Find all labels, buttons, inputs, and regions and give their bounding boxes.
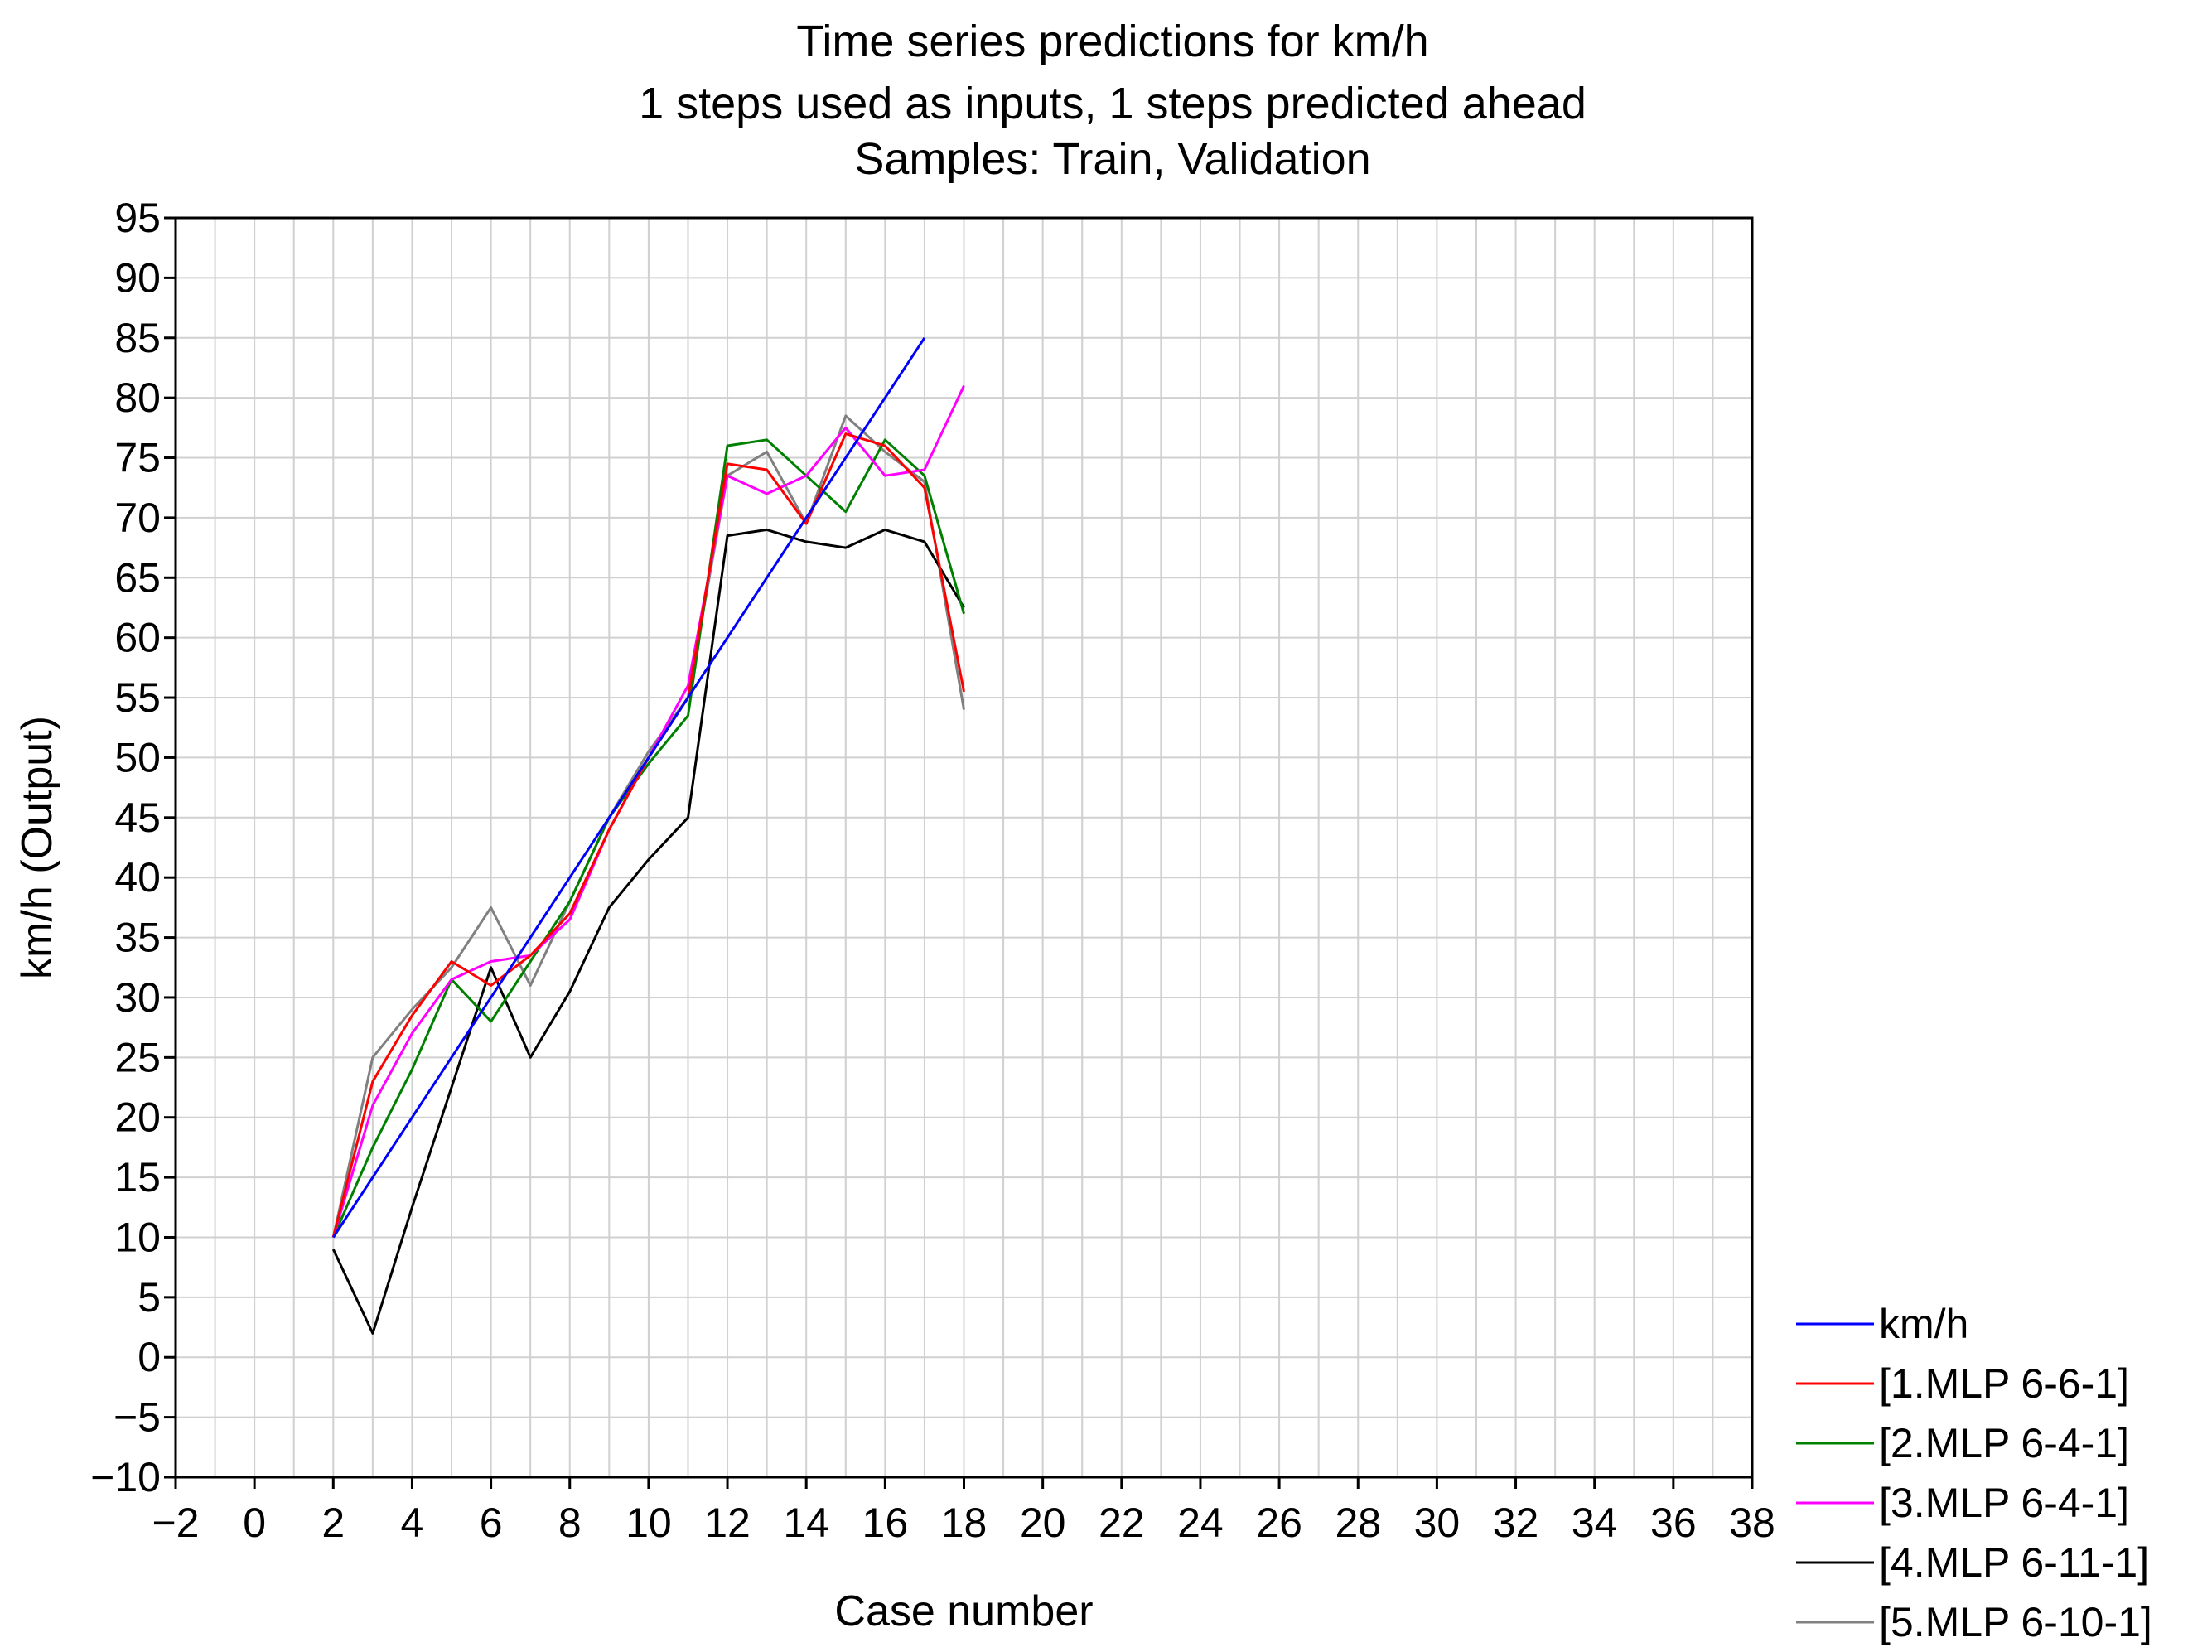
x-tick-label: 12 <box>704 1500 751 1546</box>
y-tick-label: 5 <box>138 1274 161 1321</box>
x-tick-label: 36 <box>1650 1500 1697 1546</box>
y-tick-label: 80 <box>114 374 161 421</box>
series-line-3 <box>331 438 965 1239</box>
x-tick-label: 26 <box>1256 1500 1302 1546</box>
y-tick-label: 95 <box>114 195 161 241</box>
y-tick-label: 45 <box>114 795 161 841</box>
x-tick-label: 28 <box>1335 1500 1381 1546</box>
y-tick-label: 75 <box>114 435 161 481</box>
y-tick-label: 15 <box>114 1154 161 1200</box>
x-tick-label: 0 <box>243 1500 266 1546</box>
y-axis-label: km/h (Output) <box>13 716 61 979</box>
chart-title: Time series predictions for km/h 1 steps… <box>639 17 1587 184</box>
x-tick-label: 2 <box>321 1500 345 1546</box>
y-tick-label: 55 <box>114 674 161 721</box>
legend-entry: [3.MLP 6-4-1] <box>1879 1480 2129 1526</box>
x-tick-label: 34 <box>1572 1500 1618 1546</box>
title-line-1: Time series predictions for km/h <box>796 17 1428 66</box>
x-tick-label: 22 <box>1099 1500 1145 1546</box>
y-tick-label: 90 <box>114 254 161 301</box>
x-tick-label: 32 <box>1493 1500 1539 1546</box>
x-tick-label: 16 <box>862 1500 909 1546</box>
x-tick-label: 24 <box>1177 1500 1224 1546</box>
y-tick-label: 10 <box>114 1214 161 1260</box>
x-tick-label: 8 <box>558 1500 582 1546</box>
x-axis-label: Case number <box>834 1587 1093 1635</box>
y-tick-label: 65 <box>114 554 161 601</box>
title-line-2: 1 steps used as inputs, 1 steps predicte… <box>639 79 1587 128</box>
y-tick-label: 60 <box>114 615 161 661</box>
y-axis-ticks: −10 −5 0 5 10 15 20 25 30 35 40 45 50 55 60 65 70 75 80 85 9… <box>90 195 176 1500</box>
legend: km/h [1.MLP 6-6-1] [2.MLP 6-4-1] [3.MLP 6-4… <box>1796 1301 2152 1645</box>
x-tick-label: 4 <box>401 1500 424 1546</box>
legend-entry: km/h <box>1879 1301 1968 1347</box>
x-tick-label: −2 <box>152 1500 199 1546</box>
series-line-5 <box>331 528 965 1335</box>
y-tick-label: 35 <box>114 915 161 961</box>
x-tick-label: 38 <box>1729 1500 1775 1546</box>
legend-entry: [2.MLP 6-4-1] <box>1879 1420 2129 1466</box>
y-tick-label: 85 <box>114 315 161 361</box>
grid <box>176 218 1752 1477</box>
y-tick-label: 30 <box>114 974 161 1021</box>
x-axis-ticks: −2 0 2 4 6 8 10 12 14 16 18 20 22 24 26 28 30 32 34 36 38 <box>152 1477 1775 1546</box>
y-tick-label: 40 <box>114 854 161 901</box>
x-tick-label: 20 <box>1020 1500 1066 1546</box>
series-line-1 <box>332 336 926 1239</box>
legend-entry: [4.MLP 6-11-1] <box>1879 1539 2149 1586</box>
x-tick-label: 6 <box>480 1500 503 1546</box>
legend-entry: [1.MLP 6-6-1] <box>1879 1360 2129 1407</box>
y-tick-label: −10 <box>90 1454 161 1500</box>
y-tick-label: 25 <box>114 1034 161 1080</box>
x-tick-label: 30 <box>1414 1500 1461 1546</box>
x-tick-label: 10 <box>625 1500 672 1546</box>
title-line-3: Samples: Train, Validation <box>854 134 1370 184</box>
y-tick-label: 70 <box>114 495 161 541</box>
y-tick-label: 0 <box>138 1334 161 1380</box>
legend-entry: [5.MLP 6-10-1] <box>1879 1599 2152 1645</box>
series-lines <box>331 336 965 1335</box>
y-tick-label: 20 <box>114 1094 161 1141</box>
y-tick-label: 50 <box>114 734 161 780</box>
x-tick-label: 18 <box>941 1500 988 1546</box>
x-tick-label: 14 <box>783 1500 829 1546</box>
y-tick-label: −5 <box>113 1394 161 1441</box>
